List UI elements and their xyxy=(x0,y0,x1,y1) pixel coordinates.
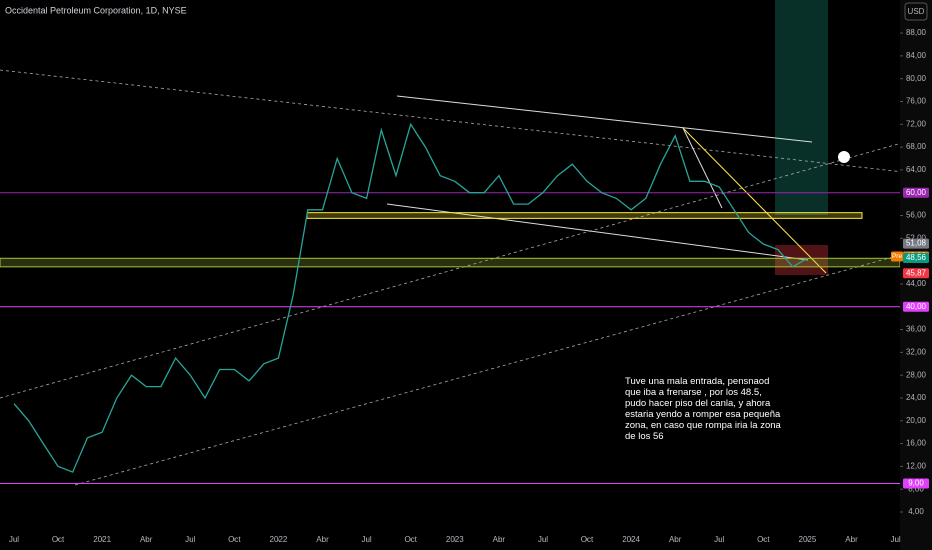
chart-title: Occidental Petroleum Corporation, 1D, NY… xyxy=(5,5,187,15)
y-tick-label: 68,00 xyxy=(906,142,927,151)
y-tick-label: 76,00 xyxy=(906,97,927,106)
y-tick-label: 52,00 xyxy=(906,233,927,242)
y-tick-label: 32,00 xyxy=(906,347,927,356)
x-tick-label: Abr xyxy=(140,535,153,544)
channel-line xyxy=(386,203,809,261)
x-tick-label: Abr xyxy=(845,535,858,544)
x-tick-label: Jul xyxy=(361,535,371,544)
y-tick-label: 28,00 xyxy=(906,370,927,379)
x-tick-label: Jul xyxy=(890,535,900,544)
y-tick-label: 44,00 xyxy=(906,279,927,288)
level-label: 9,00 xyxy=(908,479,924,488)
annotation-line: zona, en caso que rompa iria la zona xyxy=(625,420,782,431)
y-tick-label: 12,00 xyxy=(906,461,927,470)
x-tick-label: Abr xyxy=(669,535,682,544)
wedge-line xyxy=(682,127,827,274)
y-tick-label: 8,00 xyxy=(908,484,924,493)
y-tick-label: 24,00 xyxy=(906,393,927,402)
price-label: 48,56 xyxy=(906,253,927,262)
trendline xyxy=(0,134,931,399)
x-tick-label: Jul xyxy=(538,535,548,544)
x-tick-label: Oct xyxy=(757,535,770,544)
x-tick-label: 2024 xyxy=(622,535,640,544)
level-label: 60,00 xyxy=(906,188,927,197)
y-tick-label: 64,00 xyxy=(906,165,927,174)
x-tick-label: 2021 xyxy=(93,535,111,544)
annotation-line: estaria yendo a romper esa pequeña xyxy=(625,409,781,420)
y-tick-label: 36,00 xyxy=(906,325,927,334)
x-tick-label: Oct xyxy=(581,535,594,544)
currency-button[interactable] xyxy=(904,2,928,21)
target-zone xyxy=(775,0,828,215)
y-tick-label: 16,00 xyxy=(906,439,927,448)
zone xyxy=(0,257,901,268)
y-tick-label: 80,00 xyxy=(906,74,927,83)
wedge-line xyxy=(682,127,723,209)
price-label: 45,87 xyxy=(906,268,927,277)
y-tick-label: 88,00 xyxy=(906,28,927,37)
x-tick-label: 2025 xyxy=(799,535,817,544)
price-line xyxy=(13,122,808,473)
drawings xyxy=(0,69,931,486)
x-tick-label: Oct xyxy=(52,535,65,544)
pre-label: Pre xyxy=(892,253,903,260)
price-label: 51,08 xyxy=(906,239,927,248)
y-tick-label: 56,00 xyxy=(906,211,927,220)
level-label-bg xyxy=(903,478,929,489)
annotation-line: de los 56 xyxy=(625,431,664,442)
x-tick-label: 2023 xyxy=(446,535,464,544)
level-label-bg xyxy=(903,301,929,312)
x-tick-label: Jul xyxy=(9,535,19,544)
x-tick-label: Jul xyxy=(714,535,724,544)
y-tick-label: 72,00 xyxy=(906,119,927,128)
x-tick-label: Oct xyxy=(404,535,417,544)
y-tick-label: 4,00 xyxy=(908,507,924,516)
annotation-line: Tuve una mala entrada, pensnaod xyxy=(625,376,769,387)
annotation-line: pudo hacer piso del canla, y ahora xyxy=(625,398,771,409)
pre-bg xyxy=(891,251,903,262)
marker xyxy=(838,151,850,163)
y-tick-label: 20,00 xyxy=(906,416,927,425)
x-tick-label: Abr xyxy=(316,535,329,544)
x-tick-label: Jul xyxy=(185,535,195,544)
price-label-bg xyxy=(903,268,929,279)
x-tick-label: 2022 xyxy=(270,535,288,544)
x-tick-label: Abr xyxy=(493,535,506,544)
x-tick-label: Oct xyxy=(228,535,241,544)
trendline xyxy=(74,254,901,486)
y-tick-label: 84,00 xyxy=(906,51,927,60)
annotation-line: que iba a frenarse , por los 48.5, xyxy=(625,387,762,398)
zone xyxy=(306,212,863,219)
price-label-bg xyxy=(903,252,929,263)
stop-zone xyxy=(775,245,828,275)
level-label-bg xyxy=(903,187,929,198)
price-label-bg xyxy=(903,238,929,249)
currency[interactable]: USD xyxy=(908,7,925,16)
channel-line xyxy=(396,95,813,143)
level-label: 40,00 xyxy=(906,302,927,311)
